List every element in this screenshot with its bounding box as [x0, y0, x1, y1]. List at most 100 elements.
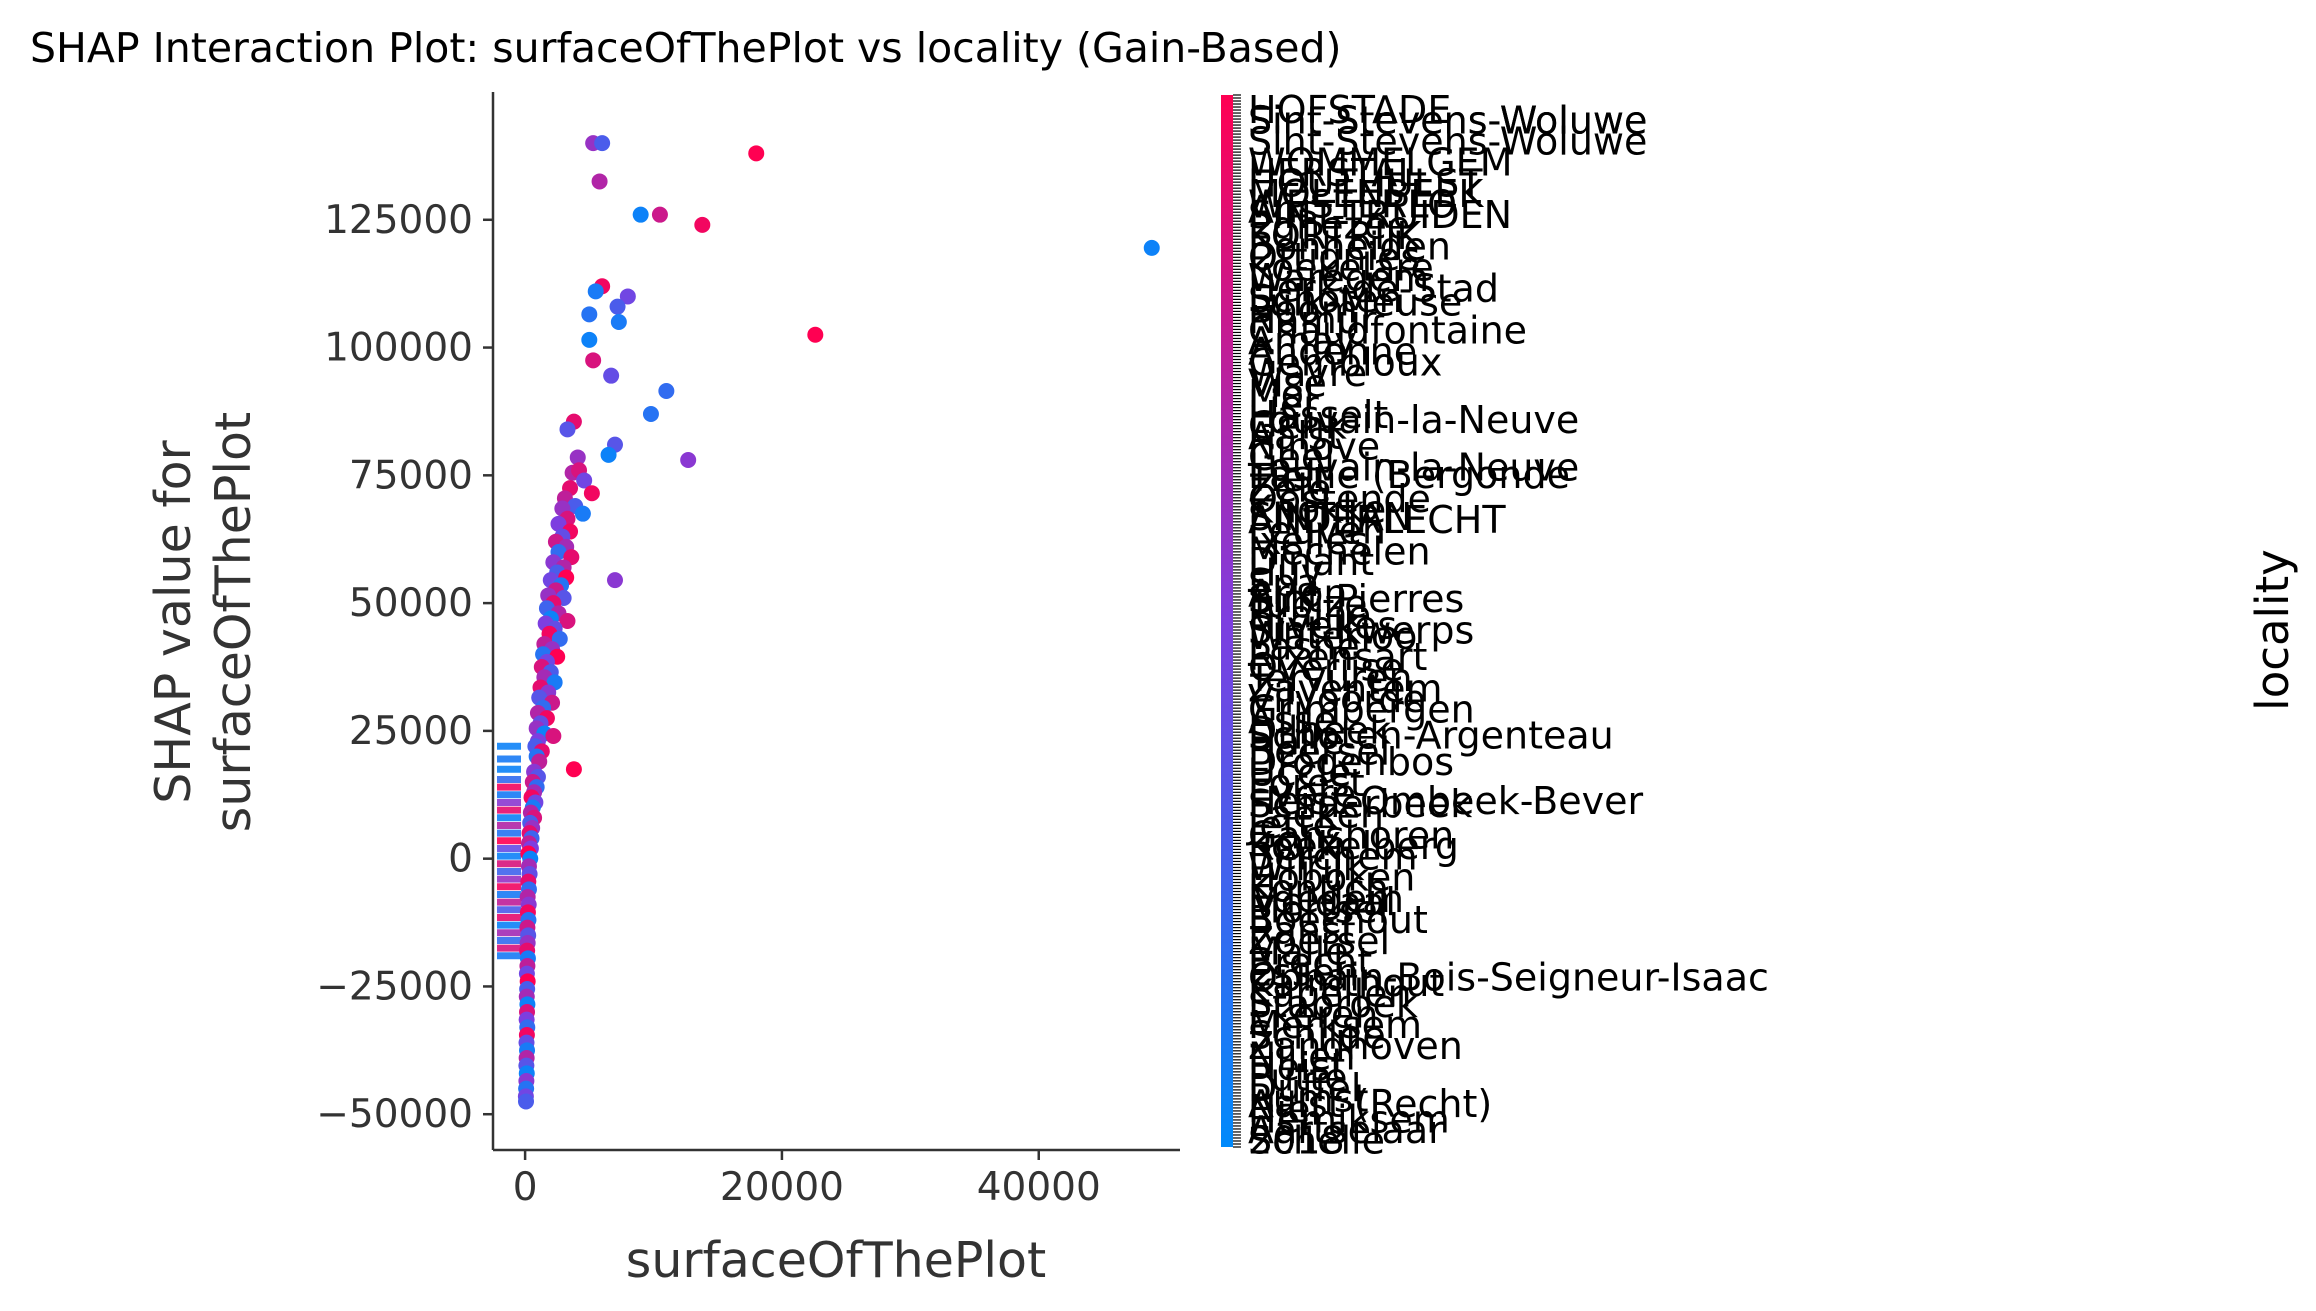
data-point — [610, 314, 627, 330]
colorbar-tick-label: WESTERLO — [1248, 182, 1457, 226]
data-point — [603, 367, 620, 384]
colorbar-tick-label: Waterloo — [1248, 614, 1417, 658]
data-point — [591, 173, 608, 190]
colorbar-tick-label: Genk — [1248, 403, 1347, 447]
colorbar-tick-label: ROIX — [1248, 825, 1342, 869]
colorbar-tick-label: WOMMELGEM — [1248, 140, 1512, 184]
colorbar-tick-label: Kalmthout — [1248, 961, 1444, 1005]
data-point — [587, 283, 604, 300]
colorbar-tick-label: Dilbeek — [1248, 708, 1391, 752]
data-point — [545, 728, 562, 744]
colorbar-tick-label: Sint-Pierres — [1248, 577, 1464, 621]
colorbar-tick-label: Luik-Meuse — [1248, 280, 1462, 324]
colorbar-tick-label: Duffel — [1248, 1066, 1361, 1110]
colorbar-tick-label: Niel — [1248, 1087, 1321, 1131]
colorbar-tick-label: Ranst — [1248, 908, 1356, 952]
colorbar-tick-label: Meldaal — [1248, 880, 1396, 924]
y-axis-label: SHAP value for surfaceOfThePlot — [145, 412, 262, 832]
colorbar-tick-label: Ganshoren — [1248, 814, 1454, 858]
data-point — [632, 206, 649, 223]
colorbar-tick-label: Namur — [1248, 298, 1377, 342]
colorbar-tick-label: SINT-JAN — [1248, 495, 1412, 539]
data-point — [569, 449, 586, 466]
colorbar-tick-label: Uccle — [1248, 751, 1352, 795]
colorbar-tick-label: Huy — [1248, 551, 1323, 595]
colorbar-tick-label: Jette — [1246, 803, 1336, 847]
colorbar-tick-label: Drogenbos — [1248, 740, 1454, 784]
colorbar-tick-label: Ninove — [1248, 424, 1380, 468]
y-tick-label: −25000 — [316, 964, 473, 1009]
colorbar-tick-label: Malle — [1248, 929, 1349, 973]
colorbar-tick-label: Oostende — [1248, 477, 1431, 521]
colorbar-tick-label: Louvain-la-Neuve — [1248, 445, 1579, 489]
colorbar-tick-label: Knokke — [1248, 488, 1386, 532]
data-point — [594, 135, 611, 152]
colorbar-tick-label: Asse — [1248, 698, 1337, 742]
data-point — [576, 472, 593, 489]
chart-title: SHAP Interaction Plot: surfaceOfThePlot … — [30, 24, 1341, 72]
colorbar-tick-label: Mechelen — [1248, 530, 1431, 574]
colorbar-tick-label: Tielt — [1247, 456, 1329, 500]
colorbar-tick-label: Schoten-Argenteau — [1248, 714, 1614, 758]
colorbar-tick-label: Gembloux — [1248, 340, 1442, 384]
colorbar-labels: Sint-Stevens-WoluweHOFSTADESint-Stevens-… — [1246, 88, 1769, 1163]
colorbar-tick-label: ANDERLECHT — [1248, 498, 1506, 542]
data-point — [574, 505, 591, 522]
y-axis-label-line-1: SHAP value for — [145, 439, 202, 803]
y-ticks: −50000 −25000 0 25000 50000 75000 100000 125000 — [316, 198, 493, 1137]
colorbar-tick-label: Beersel — [1248, 730, 1390, 774]
colorbar-tick-label: Vilvoorde — [1248, 677, 1426, 721]
scatter-points — [497, 135, 1160, 1110]
data-point — [1143, 239, 1160, 256]
colorbar-tick-label: HOFSTADE — [1248, 88, 1451, 132]
colorbar-tick-label: Dinant — [1248, 540, 1374, 584]
colorbar-tick-label: HERSTAL — [1248, 151, 1419, 195]
colorbar-tick-label: Sint-Stevens-Woluwe — [1248, 98, 1647, 142]
colorbar-tick-label: Lasne (Bergonde — [1248, 453, 1570, 497]
data-point — [559, 613, 576, 629]
colorbar-tick-label: Sint-Stevens-Woluwe — [1248, 98, 1647, 142]
data-point — [651, 206, 668, 223]
colorbar-tick-label: Zandhoven — [1248, 1024, 1463, 1068]
colorbar-tick-label: Visé — [1248, 361, 1327, 405]
colorbar-tick-label: KORTRIJK — [1248, 214, 1422, 258]
data-point — [748, 145, 765, 162]
data-point — [606, 572, 623, 589]
colorbar-tick-label: Ophain-Bois-Seigneur-Isaac — [1248, 956, 1769, 1000]
y-axis-label-line-2: surfaceOfThePlot — [205, 412, 262, 832]
colorbar-tick-label: Kapellen — [1248, 971, 1412, 1015]
colorbar-tick-label: Schaerbeek — [1248, 782, 1472, 826]
colorbar-tick-label: Schelle — [1248, 1119, 1385, 1163]
colorbar-tick-label: Lier — [1248, 382, 1319, 426]
colorbar-tick-label: Leuven — [1248, 509, 1386, 553]
y-tick-label: 50000 — [349, 581, 473, 626]
colorbar — [1221, 95, 1233, 1147]
data-point — [658, 383, 675, 399]
data-point — [581, 306, 598, 323]
colorbar-tick-label: Wavre — [1248, 351, 1367, 395]
colorbar-tick-label: Laeken — [1248, 793, 1384, 837]
data-point — [680, 452, 697, 468]
colorbar-tick-label: Halle — [1248, 719, 1344, 763]
y-tick-label: 0 — [448, 837, 473, 882]
x-tick-label: 0 — [513, 1165, 538, 1210]
colorbar-tick-label: Tubize — [1247, 582, 1368, 626]
colorbar-tick-label: Grimbergen — [1248, 687, 1475, 731]
colorbar-tick-label: Ans — [1248, 188, 1318, 232]
colorbar-tick-label: Aalst — [1248, 414, 1343, 458]
colorbar-tick-label: Braine — [1248, 593, 1371, 637]
colorbar-tick-label: Boom — [1248, 288, 1358, 332]
colorbar-tick-label: MOLENBEEK — [1248, 172, 1484, 216]
colorbar-tick-label: Brecht — [1248, 940, 1372, 984]
colorbar-tick-label: Sint-Stevens-Woluwe — [1248, 119, 1647, 163]
data-point — [619, 288, 636, 305]
colorbar-tick-label: Geel — [1248, 435, 1335, 479]
y-tick-label: 25000 — [349, 709, 473, 754]
y-tick-label: 125000 — [324, 198, 473, 243]
colorbar-tick-label: Rumst — [1248, 1077, 1369, 1121]
colorbar-tick-label: Hemiksem — [1248, 1098, 1450, 1142]
colorbar-tick-label: 2018 — [1248, 1119, 1345, 1163]
y-tick-label: 100000 — [324, 326, 473, 371]
colorbar-tick-label: Ottignies — [1248, 235, 1420, 279]
